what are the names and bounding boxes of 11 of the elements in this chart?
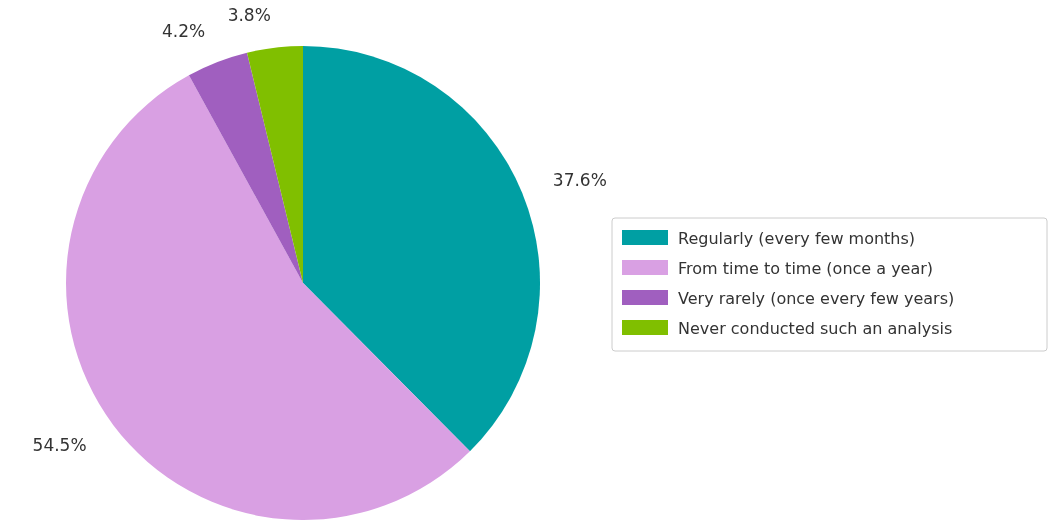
pie-slice (303, 46, 540, 452)
data-label: 4.2% (162, 21, 206, 42)
legend-label: Never conducted such an analysis (678, 318, 953, 338)
pie-slice (188, 52, 303, 283)
data-label: 54.5% (32, 434, 87, 455)
data-label: 37.6% (552, 170, 607, 191)
legend-label: From time to time (once a year) (678, 258, 934, 278)
data-label: 3.8% (227, 4, 271, 25)
pie-slice (247, 46, 303, 283)
legend-label: Very rarely (once every few years) (678, 288, 955, 308)
legend-label: Regularly (every few months) (678, 228, 916, 248)
